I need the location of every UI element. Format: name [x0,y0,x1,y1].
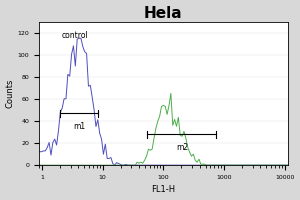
X-axis label: FL1-H: FL1-H [151,185,175,194]
Text: m1: m1 [73,122,85,131]
Title: Hela: Hela [144,6,182,21]
Text: control: control [61,31,88,40]
Y-axis label: Counts: Counts [6,79,15,108]
Text: m2: m2 [176,143,188,152]
